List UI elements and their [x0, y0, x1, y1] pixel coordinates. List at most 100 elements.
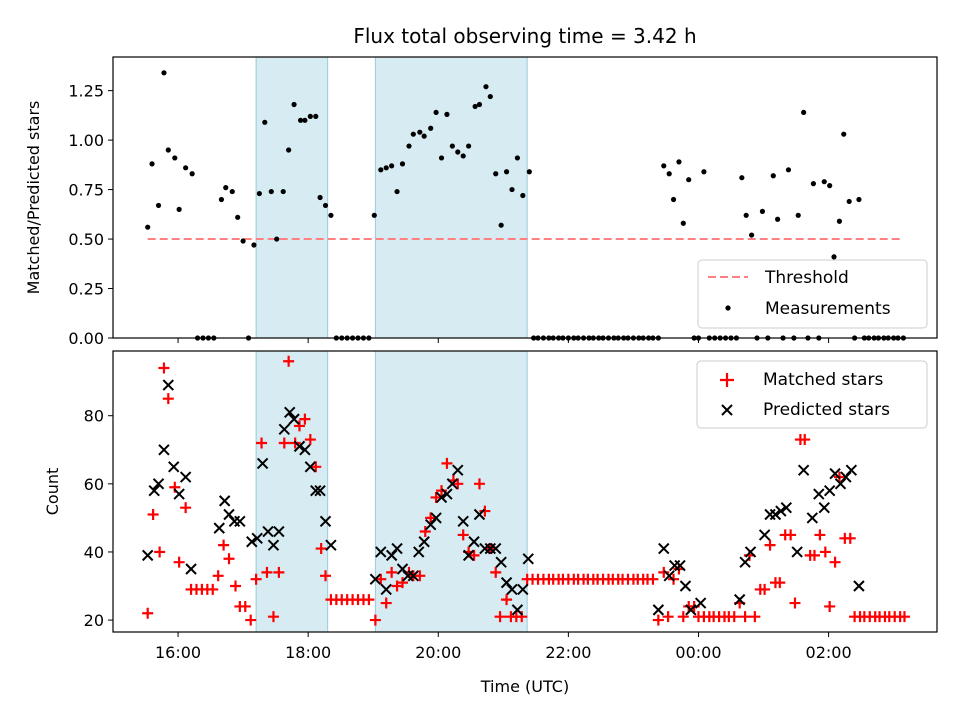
predicted-star-point-68	[739, 556, 751, 568]
measurement-point-111	[739, 175, 745, 181]
predicted-star-point-1	[148, 484, 160, 497]
shaded-interval-1-1	[255, 56, 329, 339]
measurement-point-31	[317, 194, 323, 201]
matched-star-point-23	[267, 611, 279, 623]
matched-star-point-95	[647, 573, 659, 585]
predicted-star-point-79	[818, 501, 830, 514]
predicted-star-point-27	[314, 484, 326, 497]
matched-star-point-62	[479, 505, 491, 517]
predicted-star-point-8	[185, 563, 197, 575]
matched-star-point-28	[293, 420, 305, 432]
measurement-point-48	[410, 131, 416, 137]
matched-star-point-3	[158, 362, 170, 374]
measurement-point-127	[821, 179, 827, 185]
predicted-star-point-64	[679, 580, 692, 592]
measurement-point-118	[775, 216, 781, 222]
matched-star-point-113	[739, 611, 751, 623]
predicted-star-point-19	[273, 525, 285, 538]
xtick-label-4: 00:00	[675, 643, 721, 662]
legend-measurements-label: Measurements	[765, 299, 891, 319]
measurement-point-29	[307, 113, 313, 119]
measurement-point-131	[841, 131, 847, 137]
predicted-star-point-34	[391, 542, 403, 555]
legend-predicted-swatch	[721, 404, 733, 416]
predicted-star-point-85	[853, 580, 865, 592]
bottom-y-axis-label: Count	[43, 468, 62, 516]
measurement-point-43	[383, 165, 389, 171]
predicted-star-point-38	[413, 546, 425, 558]
matched-star-point-65	[494, 611, 506, 623]
predicted-star-point-76	[797, 464, 810, 476]
legend-matched-label: Matched stars	[763, 370, 883, 390]
measurement-point-123	[801, 109, 807, 116]
predicted-star-point-60	[658, 542, 670, 555]
matched-star-point-125	[799, 434, 811, 446]
measurement-point-55	[449, 143, 455, 149]
measurement-point-14	[223, 185, 229, 191]
bottom-axes-frame	[112, 350, 938, 633]
predicted-star-point-2	[152, 478, 165, 490]
axes	[108, 56, 938, 637]
predicted-star-point-53	[495, 556, 507, 568]
predicted-star-point-9	[213, 522, 225, 534]
predicted-star-point-16	[256, 457, 269, 470]
predicted-star-point-69	[744, 546, 757, 558]
predicted-star-point-55	[506, 583, 518, 596]
predicted-star-point-45	[452, 464, 464, 476]
predicted-star-point-80	[823, 484, 836, 497]
matched-star-point-57	[452, 478, 464, 490]
matched-star-point-60	[468, 549, 480, 561]
measurement-point-41	[371, 212, 377, 218]
matched-star-point-50	[414, 570, 426, 582]
bottom-ytick-label-3: 80	[84, 407, 104, 426]
matched-star-point-42	[369, 614, 381, 626]
measurement-point-25	[286, 147, 292, 153]
measurement-point-3	[161, 70, 167, 76]
matched-star-point-130	[824, 600, 836, 612]
predicted-star-point-39	[418, 536, 430, 548]
measurement-point-104	[701, 169, 707, 175]
top-legend-box	[697, 259, 928, 329]
measurement-point-4	[165, 147, 171, 153]
measurement-point-57	[460, 153, 466, 159]
bottom-ytick-label-0: 20	[84, 611, 104, 630]
measurement-point-62	[487, 93, 493, 100]
matched-star-point-55	[441, 457, 453, 469]
matched-star-point-53	[430, 491, 442, 503]
matched-star-point-13	[212, 570, 224, 582]
measurement-point-66	[509, 186, 515, 193]
matched-star-point-7	[180, 502, 192, 514]
measurement-point-32	[322, 202, 329, 209]
measurement-point-17	[240, 238, 246, 244]
predicted-star-point-41	[430, 512, 442, 524]
axis-text: 0.00 0.25 0.50 0.75 1.00 1.25 20 40 60 80 16:00 18:…	[24, 24, 852, 696]
measurement-point-97	[666, 171, 672, 177]
measurement-point-117	[770, 173, 776, 179]
legend-threshold-label: Threshold	[764, 268, 849, 288]
measurement-point-8	[189, 171, 195, 177]
predicted-star-point-63	[674, 559, 686, 572]
matched-star-point-29	[299, 413, 311, 425]
measurement-point-69	[526, 169, 532, 175]
measurement-point-0	[145, 224, 151, 230]
measurement-point-33	[328, 212, 334, 218]
measurement-point-60	[476, 101, 483, 108]
top-axes-frame	[112, 56, 938, 339]
matched-star-point-127	[808, 549, 820, 561]
matched-star-point-2	[154, 546, 166, 558]
measurement-point-132	[846, 198, 852, 205]
measurement-point-19	[251, 242, 257, 248]
xtick-label-5: 02:00	[806, 643, 852, 662]
matched-star-point-32	[315, 543, 327, 555]
measurement-point-7	[183, 165, 189, 171]
matched-star-point-66	[501, 594, 513, 606]
measurement-point-101	[686, 177, 692, 183]
predicted-star-point-70	[758, 529, 771, 541]
matched-star-point-25	[278, 437, 290, 449]
predicted-star-point-0	[141, 549, 154, 562]
measurement-point-47	[406, 143, 412, 149]
measurement-point-15	[229, 188, 235, 195]
measurement-point-67	[514, 155, 521, 161]
matched-star-point-117	[759, 583, 771, 595]
